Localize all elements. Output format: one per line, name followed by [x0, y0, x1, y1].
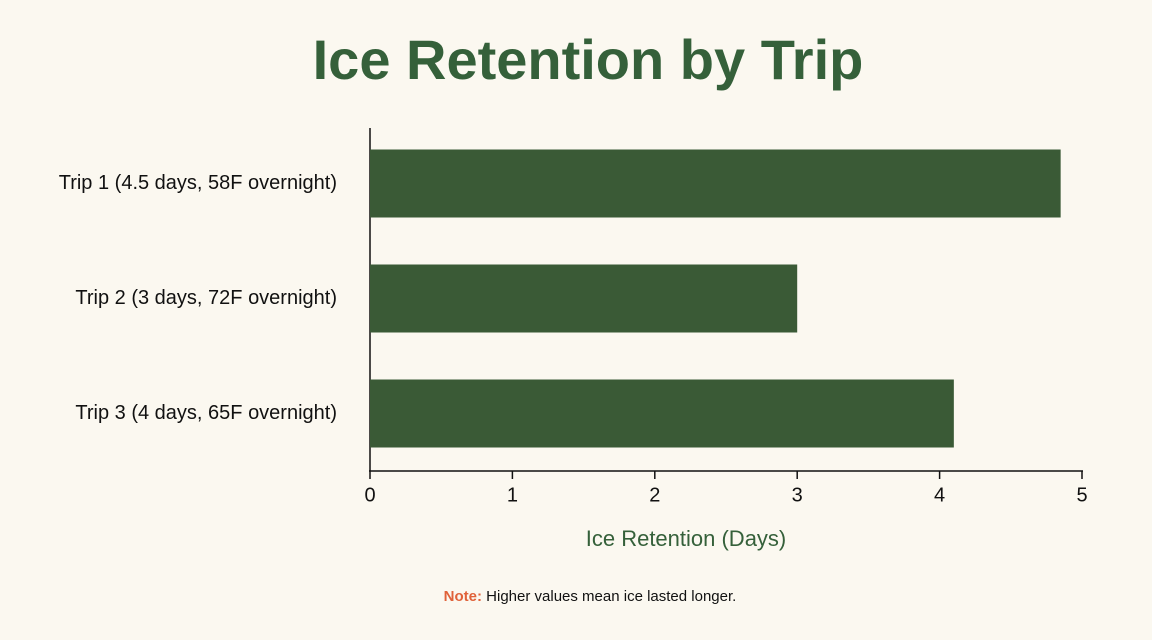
y-tick-label: Trip 2 (3 days, 72F overnight) [75, 287, 337, 309]
y-tick-label: Trip 3 (4 days, 65F overnight) [75, 402, 337, 424]
x-axis-label: Ice Retention (Days) [586, 526, 787, 551]
bar [370, 149, 1061, 218]
x-tick-label: 4 [934, 484, 945, 506]
x-tick-label: 2 [649, 484, 660, 506]
x-tick-label: 0 [364, 484, 375, 506]
x-tick-label: 5 [1076, 484, 1087, 506]
chart-title: Ice Retention by Trip [313, 28, 864, 91]
note: Note: Higher values mean ice lasted long… [444, 588, 737, 605]
bar [370, 264, 798, 333]
x-tick-label: 3 [792, 484, 803, 506]
note-text: Higher values mean ice lasted longer. [486, 588, 736, 605]
note-label: Note: [444, 588, 482, 605]
bar [370, 379, 954, 448]
x-tick-label: 1 [507, 484, 518, 506]
y-tick-label: Trip 1 (4.5 days, 58F overnight) [59, 172, 337, 194]
